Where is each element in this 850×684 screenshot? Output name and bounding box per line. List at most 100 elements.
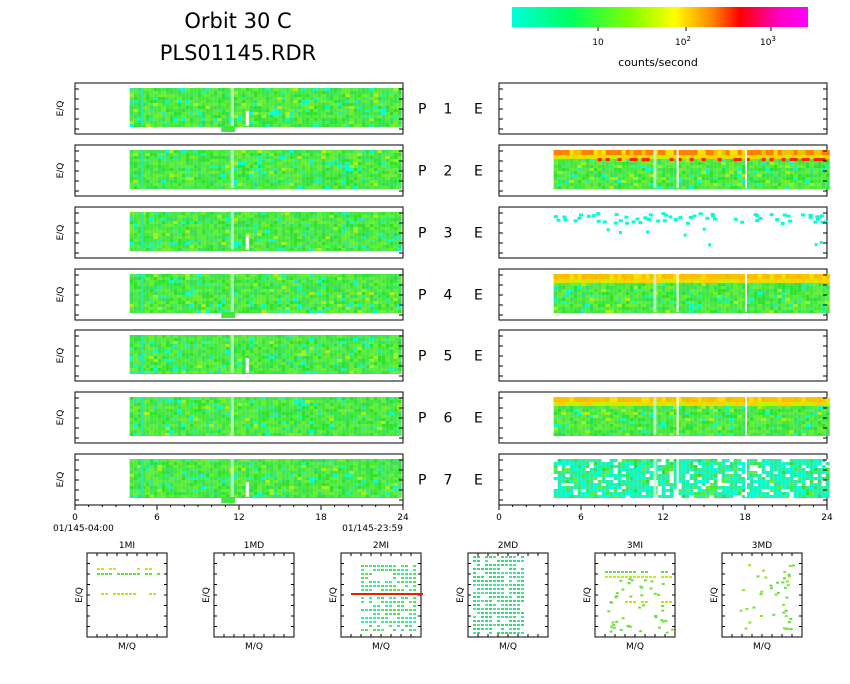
heatmap-cell xyxy=(734,180,738,183)
heatmap-cell xyxy=(262,283,266,286)
heatmap-cell xyxy=(362,180,366,183)
heatmap-cell xyxy=(326,103,330,106)
heatmap-cell xyxy=(322,150,326,153)
heatmap-cell xyxy=(358,215,362,218)
heatmap-cell xyxy=(162,115,166,118)
heatmap-cell xyxy=(270,233,274,236)
heatmap-cell xyxy=(210,289,214,292)
heatmap-cell xyxy=(326,159,330,162)
heatmap-cell xyxy=(154,103,158,106)
heatmap-cell xyxy=(294,298,298,301)
heatmap-cell xyxy=(698,183,702,186)
heatmap-cell xyxy=(658,180,662,183)
heatmap-cell xyxy=(270,304,274,307)
heatmap-cell xyxy=(638,168,642,171)
heatmap-cell xyxy=(338,242,342,245)
heatmap-cell xyxy=(802,165,806,168)
heatmap-cell xyxy=(822,177,826,180)
heatmap-cell xyxy=(262,153,266,156)
heatmap-cell xyxy=(786,177,790,180)
heatmap-cell xyxy=(162,112,166,115)
heatmap-cell xyxy=(242,159,246,162)
heatmap-cell xyxy=(358,277,362,280)
heatmap-cell xyxy=(222,88,226,91)
heatmap-cell xyxy=(702,186,706,189)
heatmap-cell xyxy=(826,165,830,168)
heatmap-cell xyxy=(242,124,246,127)
heatmap-cell xyxy=(218,289,222,292)
heatmap-cell xyxy=(370,274,374,277)
heatmap-cell xyxy=(658,168,662,171)
heatmap-cell xyxy=(186,292,190,295)
heatmap-cell xyxy=(182,242,186,245)
heatmap-cell xyxy=(222,115,226,118)
heatmap-cell xyxy=(390,112,394,115)
heatmap-cell xyxy=(234,274,238,277)
heatmap-cell xyxy=(306,274,310,277)
heatmap-cell xyxy=(334,174,338,177)
heatmap-cell xyxy=(318,242,322,245)
heatmap-cell xyxy=(578,150,582,155)
heatmap-cell xyxy=(282,286,286,289)
heatmap-cell xyxy=(186,177,190,180)
heatmap-cell xyxy=(250,91,254,94)
heatmap-cell xyxy=(242,236,246,239)
heatmap-cell xyxy=(270,301,274,304)
heatmap-cell xyxy=(322,109,326,112)
heatmap-cell xyxy=(790,158,794,161)
heatmap-cell xyxy=(386,150,390,153)
heatmap-cell xyxy=(330,298,334,301)
heatmap-cell xyxy=(154,274,158,277)
heatmap-cell xyxy=(154,100,158,103)
heatmap-cell xyxy=(178,245,182,248)
heatmap-cell xyxy=(270,109,274,112)
heatmap-cell xyxy=(318,280,322,283)
heatmap-cell xyxy=(274,106,278,109)
heatmap-cell xyxy=(638,159,642,162)
heatmap-cell xyxy=(818,183,822,186)
heatmap-cell xyxy=(154,239,158,242)
heatmap-cell xyxy=(218,212,222,215)
heatmap-cell xyxy=(282,109,286,112)
heatmap-cell xyxy=(562,216,566,219)
heatmap-cell xyxy=(382,177,386,180)
heatmap-cell xyxy=(330,236,334,239)
heatmap-cell xyxy=(170,88,174,91)
heatmap-cell xyxy=(270,248,274,251)
heatmap-cell xyxy=(350,106,354,109)
heatmap-cell xyxy=(302,242,306,245)
heatmap-cell xyxy=(758,186,762,189)
heatmap-cell xyxy=(338,153,342,156)
heatmap-cell xyxy=(278,159,282,162)
heatmap-cell xyxy=(306,91,310,94)
heatmap-cell xyxy=(378,100,382,103)
heatmap-cell xyxy=(210,109,214,112)
heatmap-cell xyxy=(322,162,326,165)
heatmap-cell xyxy=(218,177,222,180)
heatmap-cell xyxy=(186,230,190,233)
heatmap-cell xyxy=(302,286,306,289)
heatmap-cell xyxy=(586,168,590,171)
heatmap-cell xyxy=(194,168,198,171)
heatmap-cell xyxy=(170,218,174,221)
heatmap-cell xyxy=(374,298,378,301)
heatmap-cell xyxy=(246,186,250,189)
heatmap-cell xyxy=(290,153,294,156)
heatmap-cell xyxy=(162,212,166,215)
heatmap-cell xyxy=(366,183,370,186)
heatmap-cell xyxy=(710,177,714,180)
heatmap-cell xyxy=(290,304,294,307)
heatmap-cell xyxy=(206,177,210,180)
heatmap-cell xyxy=(310,186,314,189)
heatmap-cell xyxy=(374,171,378,174)
heatmap-cell xyxy=(214,183,218,186)
heatmap-cell xyxy=(703,228,706,231)
heatmap-cell xyxy=(170,307,174,310)
heatmap-cell xyxy=(662,150,666,155)
heatmap-cell xyxy=(162,186,166,189)
heatmap-cell xyxy=(250,230,254,233)
heatmap-cell xyxy=(318,91,322,94)
heatmap-cell xyxy=(366,221,370,224)
heatmap-cell xyxy=(338,295,342,298)
heatmap-cell xyxy=(726,177,730,180)
